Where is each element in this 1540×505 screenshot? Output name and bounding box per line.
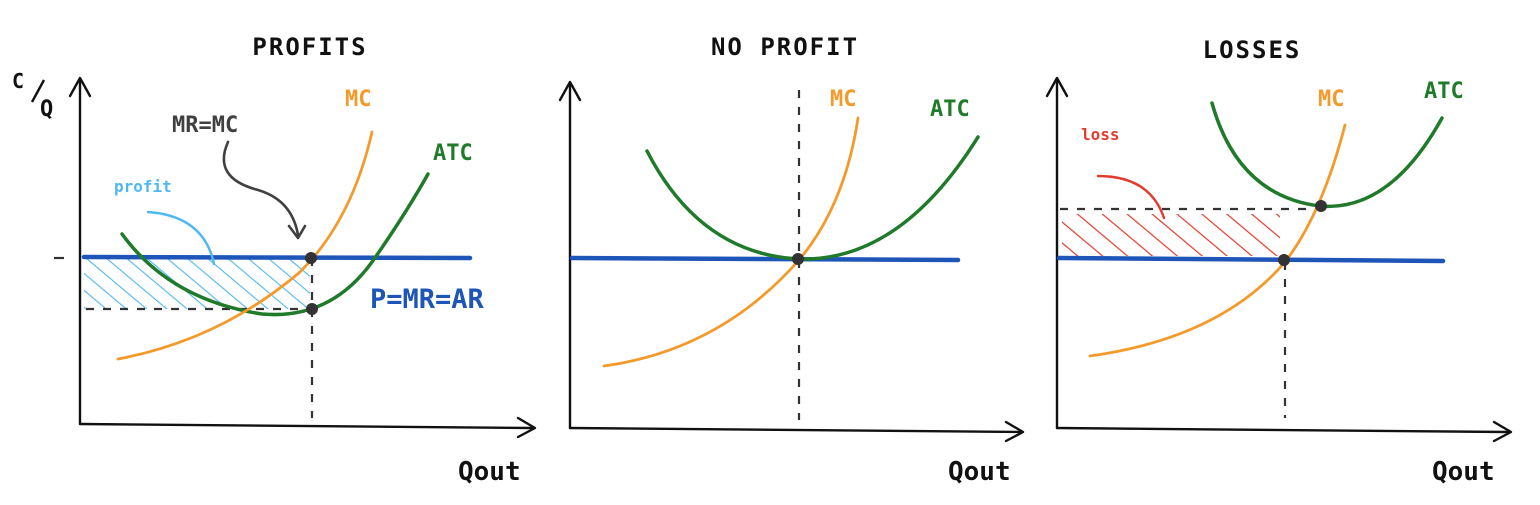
panel-losses: LOSSES Qout MC ATC loss xyxy=(1045,36,1513,487)
axes-no-profit xyxy=(558,80,1025,443)
y-axis-label: C Q xyxy=(12,69,53,122)
loss-label: loss xyxy=(1081,125,1120,144)
loss-arrow xyxy=(1096,174,1166,220)
mr-mc-label: MR=MC xyxy=(172,113,238,138)
profit-arrow xyxy=(146,210,216,266)
x-axis-label: Qout xyxy=(458,457,521,487)
panel-no-profit: NO PROFIT Qout MC ATC xyxy=(558,33,1025,487)
mc-curve xyxy=(116,130,374,361)
mr-mc-arrowhead xyxy=(287,224,307,240)
x-axis-label: Qout xyxy=(1432,457,1495,487)
mc-label: MC xyxy=(1318,87,1345,112)
profit-area xyxy=(84,258,310,309)
loss-area xyxy=(1062,214,1280,256)
price-line xyxy=(81,254,473,261)
price-line-label: P=MR=AR xyxy=(370,284,485,315)
mr-mc-arrow xyxy=(222,140,300,237)
atc-label: ATC xyxy=(930,97,970,122)
atc-label: ATC xyxy=(433,141,473,166)
atc-point xyxy=(1315,200,1327,212)
y-axis-label-slash xyxy=(30,79,46,103)
price-line xyxy=(569,255,961,263)
y-axis-label-q: Q xyxy=(40,97,53,122)
y-axis-label-c: C xyxy=(12,69,24,93)
mc-label: MC xyxy=(345,87,372,112)
atc-label: ATC xyxy=(1424,79,1464,104)
panel-title-profits: PROFITS xyxy=(252,33,367,61)
mr-mc-point xyxy=(1278,254,1290,266)
mr-mc-point xyxy=(305,252,317,264)
panel-title-losses: LOSSES xyxy=(1203,36,1302,64)
equilibrium-point xyxy=(792,253,804,265)
x-axis-label: Qout xyxy=(948,457,1011,487)
mc-curve xyxy=(1088,123,1347,358)
axes-losses xyxy=(1045,76,1513,443)
panel-profits: PROFITS C Q Qout MC AT xyxy=(12,33,537,487)
axes-profits xyxy=(68,76,537,439)
atc-point xyxy=(306,303,318,315)
price-line xyxy=(1056,255,1446,264)
mc-curve xyxy=(602,116,860,368)
panel-title-no-profit: NO PROFIT xyxy=(711,33,859,61)
profit-label: profit xyxy=(114,177,172,196)
mc-label: MC xyxy=(830,87,857,112)
atc-curve xyxy=(1210,101,1444,209)
